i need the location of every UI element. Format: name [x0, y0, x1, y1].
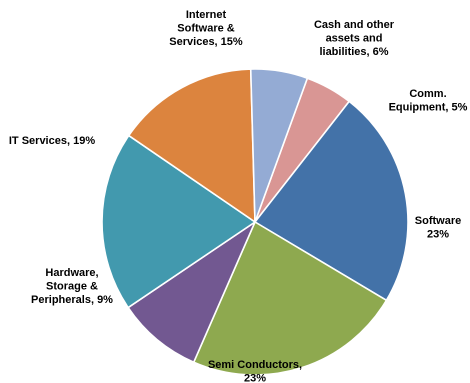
pie-label-line: Semi Conductors, — [208, 359, 302, 371]
pie-label-line: Software — [415, 215, 461, 227]
pie-label-line: Software & — [177, 23, 235, 35]
pie-slices — [101, 68, 409, 376]
pie-label-line: liabilities, 6% — [319, 46, 388, 58]
pie-label-2: Semi Conductors, 23% — [208, 359, 302, 383]
pie-label-6: Cash and other assets and liabilities, 6% — [314, 19, 395, 58]
pie-label-line: Equipment, 5% — [389, 102, 468, 114]
pie-labels: Comm. Equipment, 5%Software 23%Semi Conduc… — [9, 9, 468, 383]
pie-label-line: Services, 15% — [169, 36, 243, 48]
pie-slice-5 — [127, 68, 256, 223]
pie-slice-1 — [254, 100, 409, 302]
pie-label-3: Hardware, Storage & Peripherals, 9% — [31, 267, 113, 306]
pie-slice-6 — [249, 68, 309, 223]
pie-label-line: Internet — [186, 9, 227, 21]
pie-label-line: 23% — [244, 373, 266, 383]
pie-label-1: Software 23% — [415, 215, 461, 241]
pie-label-line: Cash and other — [314, 19, 395, 31]
pie-label-0: Comm. Equipment, 5% — [389, 88, 468, 114]
pie-label-line: Hardware, — [45, 267, 98, 279]
pie-label-line: assets and — [326, 33, 383, 45]
pie-label-5: Internet Software & Services, 15% — [169, 9, 243, 48]
pie-label-line: 23% — [427, 229, 449, 241]
pie-label-4: IT Services, 19% — [9, 135, 95, 147]
pie-label-line: IT Services, 19% — [9, 135, 95, 147]
pie-slice-3 — [127, 221, 256, 363]
pie-slice-2 — [192, 221, 388, 376]
pie-label-line: Storage & — [46, 281, 98, 293]
pie-label-line: Peripherals, 9% — [31, 294, 113, 306]
pie-slice-4 — [101, 134, 256, 309]
pie-label-line: Comm. — [409, 88, 446, 100]
